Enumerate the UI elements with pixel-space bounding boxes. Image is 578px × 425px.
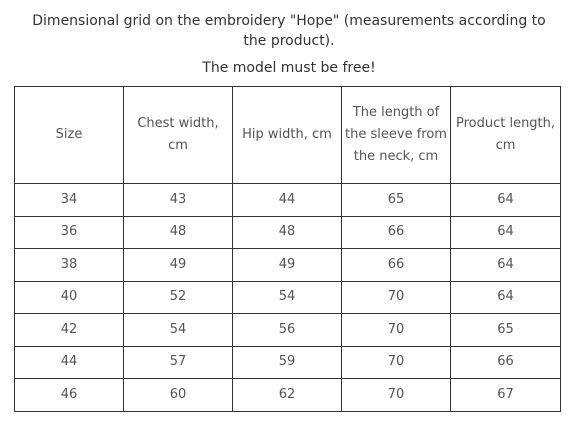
cell-sleeve-length: 70	[341, 313, 451, 347]
size-table: Size Chest width, cm Hip width, cm The l…	[14, 86, 561, 412]
cell-sleeve-length: 66	[341, 248, 451, 282]
cell-product-length: 64	[450, 280, 561, 314]
cell-size: 42	[14, 313, 124, 347]
cell-hip-width: 54	[232, 280, 342, 314]
table-row: 42 54 56 70 65	[14, 313, 561, 347]
header-product-length: Product length, cm	[450, 86, 561, 184]
cell-size: 44	[14, 345, 124, 379]
cell-sleeve-length: 65	[341, 183, 451, 217]
cell-chest-width: 48	[123, 215, 233, 249]
header-sleeve-length: The length of the sleeve from the neck, …	[341, 86, 451, 184]
cell-product-length: 64	[450, 183, 561, 217]
cell-sleeve-length: 70	[341, 345, 451, 379]
header-size: Size	[14, 86, 124, 184]
cell-product-length: 64	[450, 248, 561, 282]
cell-size: 36	[14, 215, 124, 249]
cell-chest-width: 60	[123, 378, 233, 412]
cell-product-length: 64	[450, 215, 561, 249]
table-row: 36 48 48 66 64	[14, 215, 561, 249]
table-header-row: Size Chest width, cm Hip width, cm The l…	[14, 86, 561, 184]
table-row: 44 57 59 70 66	[14, 345, 561, 379]
cell-hip-width: 56	[232, 313, 342, 347]
cell-chest-width: 43	[123, 183, 233, 217]
cell-sleeve-length: 70	[341, 280, 451, 314]
cell-product-length: 65	[450, 313, 561, 347]
cell-sleeve-length: 70	[341, 378, 451, 412]
table-row: 46 60 62 70 67	[14, 378, 561, 412]
cell-hip-width: 62	[232, 378, 342, 412]
cell-hip-width: 48	[232, 215, 342, 249]
cell-hip-width: 59	[232, 345, 342, 379]
cell-size: 34	[14, 183, 124, 217]
note-text: The model must be free!	[202, 60, 376, 76]
cell-product-length: 66	[450, 345, 561, 379]
cell-size: 40	[14, 280, 124, 314]
header-chest-width: Chest width, cm	[123, 86, 233, 184]
cell-chest-width: 54	[123, 313, 233, 347]
cell-hip-width: 44	[232, 183, 342, 217]
table-row: 38 49 49 66 64	[14, 248, 561, 282]
cell-hip-width: 49	[232, 248, 342, 282]
cell-size: 38	[14, 248, 124, 282]
cell-product-length: 67	[450, 378, 561, 412]
table-row: 34 43 44 65 64	[14, 183, 561, 217]
cell-chest-width: 52	[123, 280, 233, 314]
table-row: 40 52 54 70 64	[14, 280, 561, 314]
cell-size: 46	[14, 378, 124, 412]
intro-text: Dimensional grid on the embroidery "Hope…	[32, 13, 546, 49]
header-hip-width: Hip width, cm	[232, 86, 342, 184]
cell-chest-width: 49	[123, 248, 233, 282]
cell-sleeve-length: 66	[341, 215, 451, 249]
cell-chest-width: 57	[123, 345, 233, 379]
